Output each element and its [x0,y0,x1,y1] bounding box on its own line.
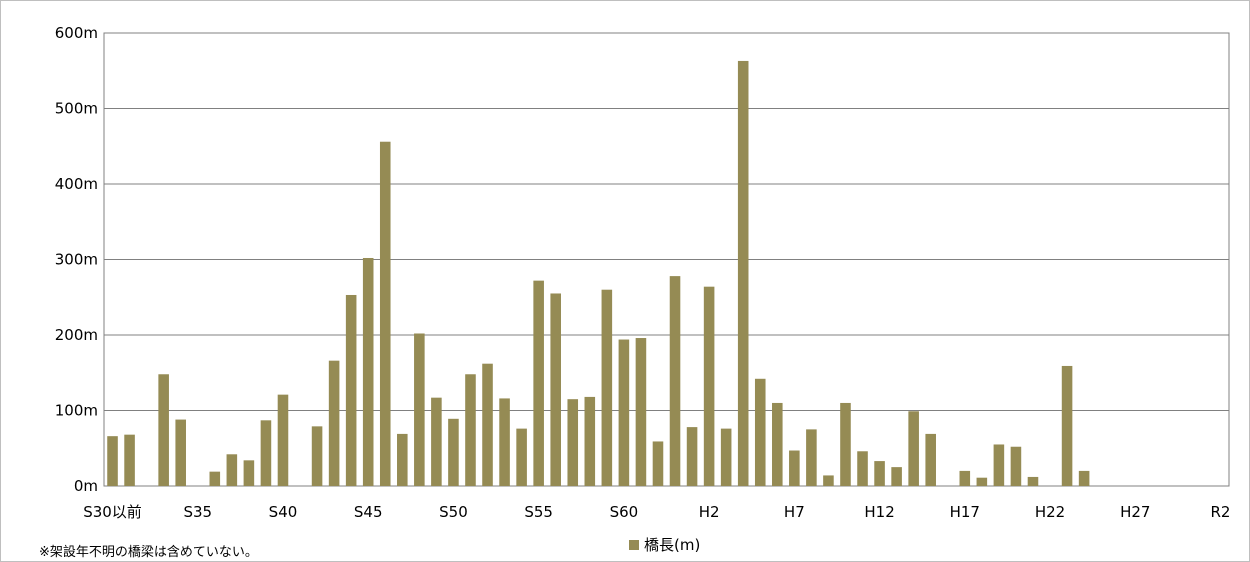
legend-swatch [629,539,639,550]
bar-S37 [226,454,238,486]
bar-S39 [260,420,272,486]
bar-H15 [925,433,936,486]
bar-H20 [1010,446,1022,486]
footnote: ※架設年不明の橋梁は含めていない。 [39,545,258,560]
bar-S51 [465,374,476,486]
bar-S61 [635,338,647,486]
y-tick-label: 400m [55,175,98,193]
plot-area [103,32,1230,487]
x-tick-label: H12 [864,503,894,521]
bar-H18 [976,477,988,486]
bar-S57 [567,399,579,486]
bar-S34 [175,419,186,486]
bar-S63 [669,276,681,486]
x-tick-label: H27 [1120,503,1150,521]
bar-H9 [823,475,834,486]
bar-H10 [840,402,851,486]
bar-S56 [550,293,561,486]
bar-S31 [124,434,135,486]
bar-H23 [1061,365,1073,486]
bar-S30以前 [107,436,118,486]
bar-H19 [993,444,1005,486]
y-tick-label: 0m [74,477,98,495]
bar-S53 [499,398,510,486]
bar-H24 [1078,470,1090,486]
bar-S62 [652,441,664,486]
x-tick-label: H22 [1035,503,1065,521]
bar-S46 [379,141,391,486]
bar-H12 [874,461,885,486]
x-tick-label: S30以前 [83,503,142,521]
y-tick-label: 600m [55,24,98,42]
bar-S43 [328,360,340,486]
x-tick-label: S55 [524,503,553,521]
bar-S49 [431,397,442,486]
bar-H11 [857,451,868,486]
bar-H21 [1027,476,1039,486]
bar-H6 [772,402,783,486]
legend: 橋長(m) [629,534,700,555]
bar-H13 [891,467,902,486]
x-tick-label: S60 [610,503,639,521]
bar-S58 [584,396,596,486]
x-tick-label: H7 [784,503,805,521]
bar-S44 [345,294,357,486]
bar-S47 [397,433,408,486]
bar-S36 [209,471,221,486]
bar-H7 [789,450,800,486]
bar-S48 [414,333,425,486]
bar-H2 [703,286,715,486]
bar-S55 [533,280,544,486]
y-tick-label: 300m [55,251,98,269]
x-tick-label: H17 [950,503,980,521]
y-tick-label: 200m [55,326,98,344]
bar-S38 [243,460,255,486]
x-tick-label: H2 [699,503,720,521]
bar-S54 [516,428,527,486]
x-tick-label: S40 [269,503,298,521]
bar-H4 [737,60,749,487]
x-tick-label: R2 [1210,503,1230,521]
bar-S45 [362,257,374,486]
x-tick-label: S35 [183,503,212,521]
legend-label: 橋長(m) [644,536,701,554]
bar-S52 [482,363,493,486]
bar-H17 [959,470,971,486]
bar-H3 [720,428,732,486]
bar-H8 [806,429,817,486]
bar-H1 [686,427,698,486]
bar-H14 [908,411,919,486]
bar-S59 [601,289,613,486]
x-tick-label: S45 [354,503,383,521]
y-tick-label: 500m [55,100,98,118]
x-tick-label: S50 [439,503,468,521]
y-tick-label: 100m [55,402,98,420]
bar-S42 [311,426,323,486]
bar-S33 [158,374,169,486]
bar-S40 [277,394,289,486]
bar-S50 [448,418,459,486]
bar-S60 [618,339,630,486]
bar-H5 [754,378,766,486]
